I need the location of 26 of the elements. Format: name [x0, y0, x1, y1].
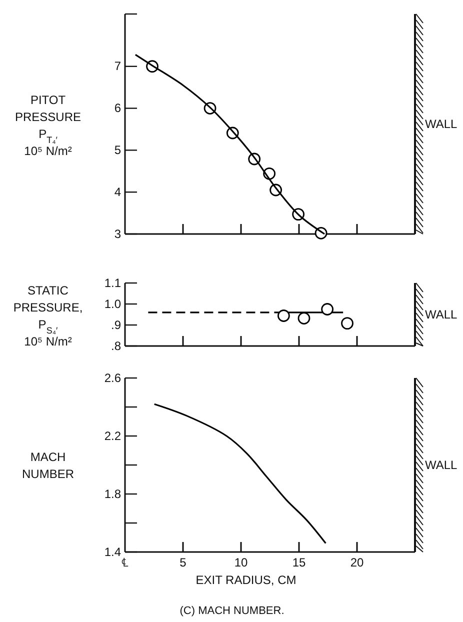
y-tick-label: 1.1 [104, 276, 122, 290]
y-tick-label: 5 [114, 143, 122, 158]
x-tick-label: 10 [234, 556, 248, 570]
ref-line-label: WALL [425, 308, 458, 322]
y-tick-label: 7 [114, 59, 122, 74]
x-tick-label: 15 [292, 556, 306, 570]
y-axis-title: PITOT PRESSURE P$_{T₄′}$ 10⁵ N/m² [14, 93, 82, 158]
ref-line-label: WALL [425, 458, 458, 472]
y-tick-label: 3 [114, 226, 122, 241]
y-tick-label: 1.0 [104, 296, 122, 311]
y-tick-label: .9 [110, 318, 122, 332]
y-tick-label: 1.8 [104, 486, 122, 501]
x-axis-title: EXIT RADIUS, CM [196, 573, 296, 587]
ref-line-label: WALL [425, 117, 458, 131]
y-tick-label: .8 [110, 338, 122, 353]
y-tick-label: 4 [114, 184, 122, 199]
x-tick-label: ℄ [122, 556, 128, 570]
y-tick-label: 6 [114, 101, 122, 116]
y-axis-title: STATIC PRESSURE, P$_{S₄′}$ 10⁵ N/m² [13, 284, 83, 348]
y-tick-label: 2.2 [104, 428, 122, 443]
x-tick-label: 20 [350, 556, 364, 570]
text: (C) MACH NUMBER. [180, 605, 284, 617]
y-tick-label: 2.6 [104, 370, 122, 385]
x-tick-label: 5 [180, 556, 187, 570]
y-tick-label: 1.4 [104, 544, 122, 559]
y-axis-title: MACH NUMBER [22, 450, 74, 481]
